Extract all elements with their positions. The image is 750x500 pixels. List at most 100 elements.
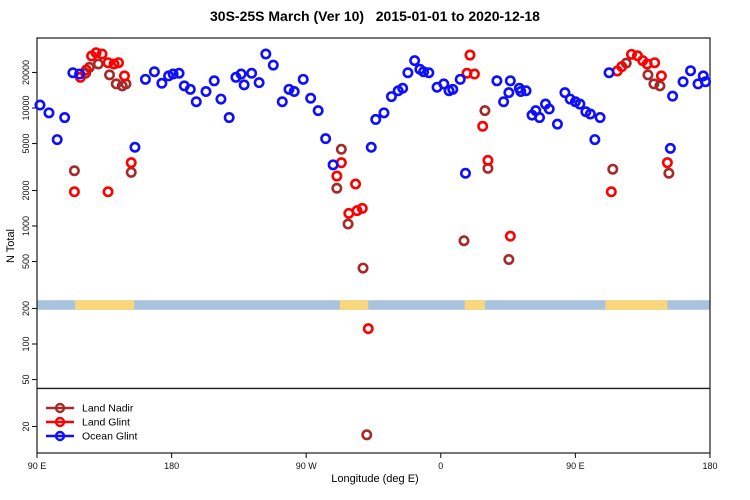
data-point-ocean-glint [305,92,317,104]
data-point-land-nadir [92,58,104,70]
data-point-land-glint [96,48,108,60]
data-point-ocean-glint [378,107,390,119]
data-point-ocean-glint [74,68,86,80]
data-point-ocean-glint [503,87,515,99]
data-point-ocean-glint [365,141,377,153]
y-tick-label: 1000 [21,216,31,236]
y-tick-label: 50 [21,375,31,385]
data-point-ocean-glint [603,67,615,79]
data-point-land-nadir [335,143,347,155]
data-point-land-glint [464,49,476,61]
data-point-land-glint [90,47,102,59]
data-point-ocean-glint [184,83,196,95]
data-point-ocean-glint [238,79,250,91]
data-point-land-glint [477,120,489,132]
data-point-ocean-glint [67,67,79,79]
data-point-ocean-glint [685,65,697,77]
data-point-ocean-glint [700,76,712,88]
land-strip-segment [339,300,369,310]
data-point-ocean-glint [438,78,450,90]
data-point-ocean-glint [148,66,160,78]
legend-label-land-glint: Land Glint [82,417,130,429]
data-point-land-glint [362,323,374,335]
data-point-land-glint [350,178,362,190]
data-point-ocean-glint [409,55,421,67]
data-point-ocean-glint [190,96,202,108]
data-point-ocean-glint [454,73,466,85]
data-point-land-nadir [68,165,80,177]
data-point-land-nadir [642,69,654,81]
legend-marker-land-glint [54,416,66,428]
data-point-land-glint [661,157,673,169]
y-tick-label: 2000 [21,180,31,200]
data-point-ocean-glint [459,167,471,179]
data-point-ocean-glint [589,134,601,146]
data-point-land-glint [625,48,637,60]
data-point-ocean-glint [253,77,265,89]
legend-marker-land-nadir [54,402,66,414]
data-point-land-nadir [357,262,369,274]
data-point-land-nadir [648,78,660,90]
land-strip-segment [605,300,668,310]
data-point-land-glint [616,61,628,73]
data-point-land-glint [102,186,114,198]
data-point-ocean-glint [664,142,676,154]
y-tick-label: 20 [21,421,31,431]
y-tick-label: 200 [21,301,31,316]
x-axis-label: Longitude (deg E) [331,473,419,485]
data-point-land-nadir [654,80,666,92]
data-point-ocean-glint [504,75,516,87]
data-point-ocean-glint [167,68,179,80]
x-tick-label: 180 [702,461,717,471]
data-point-ocean-glint [267,59,279,71]
data-point-land-nadir [663,167,675,179]
data-point-land-nadir [458,235,470,247]
y-tick-label: 20000 [21,60,31,85]
data-point-ocean-glint [260,48,272,60]
data-point-land-glint [649,57,661,69]
data-point-ocean-glint [559,87,571,99]
data-point-ocean-glint [370,113,382,125]
data-point-ocean-glint [288,85,300,97]
data-point-land-glint [351,205,363,217]
y-tick-label: 5000 [21,134,31,154]
data-point-land-glint [605,186,617,198]
data-point-land-nadir [342,218,354,230]
x-tick-label: 0 [438,461,443,471]
data-point-ocean-glint [534,112,546,124]
ocean-strip [37,300,710,310]
legend-label-land-nadir: Land Nadir [82,403,134,415]
data-point-ocean-glint [423,67,435,79]
x-tick-label: 90 E [28,461,47,471]
y-tick-label: 500 [21,254,31,269]
data-point-ocean-glint [402,67,414,79]
data-point-ocean-glint [418,66,430,78]
data-point-ocean-glint [491,75,503,87]
land-strip-segment [464,300,485,310]
data-point-land-nadir [331,182,343,194]
y-axis-label: N Total [5,228,17,264]
data-point-ocean-glint [397,82,409,94]
data-point-land-nadir [607,163,619,175]
data-point-ocean-glint [327,159,339,171]
data-point-ocean-glint [200,85,212,97]
legend-label-ocean-glint: Ocean Glint [82,431,138,443]
data-point-ocean-glint [208,75,220,87]
x-tick-label: 180 [164,461,179,471]
data-point-ocean-glint [677,76,689,88]
data-point-land-glint [468,68,480,80]
legend-marker-ocean-glint [54,430,66,442]
data-point-land-nadir [361,429,373,441]
data-point-ocean-glint [215,93,227,105]
data-point-land-nadir [503,254,515,266]
data-point-land-glint [102,57,114,69]
data-point-land-glint [331,170,343,182]
data-point-ocean-glint [551,118,563,130]
data-point-ocean-glint [574,98,586,110]
data-point-land-glint [655,70,667,82]
data-point-ocean-glint [59,112,71,124]
data-point-land-glint [482,154,494,166]
data-point-land-glint [356,202,368,214]
y-tick-label: 10000 [21,95,31,120]
